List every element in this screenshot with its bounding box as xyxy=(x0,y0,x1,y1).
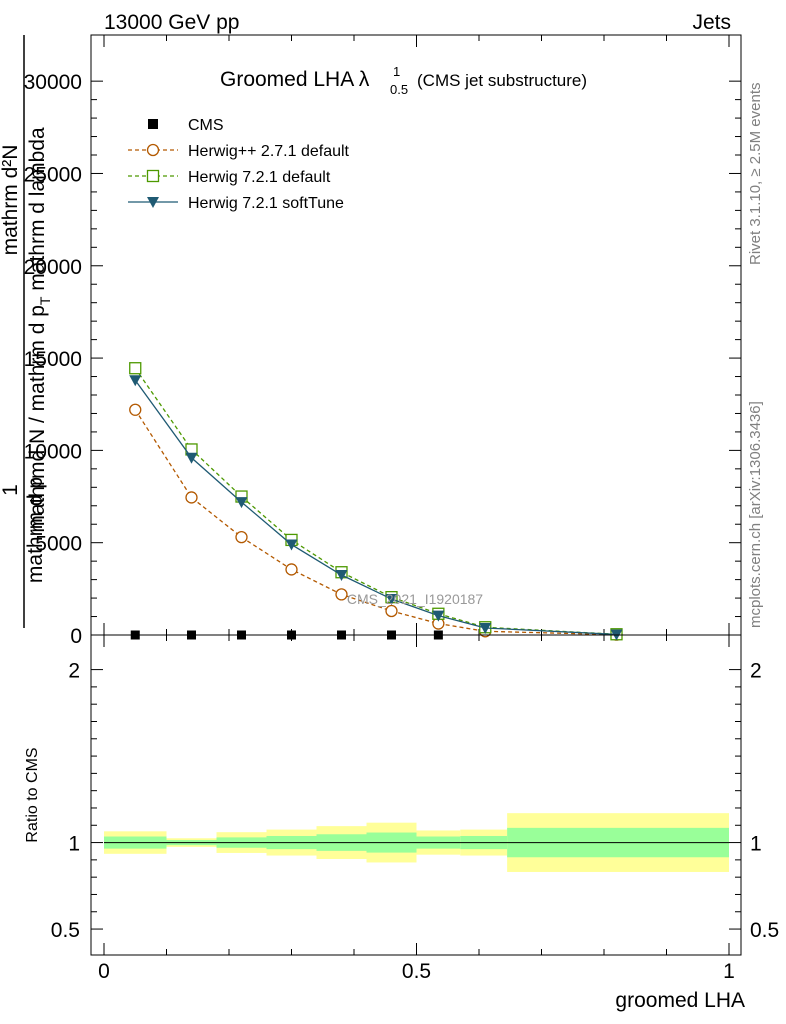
legend-cms-label: CMS xyxy=(188,117,224,134)
x-tick-label: 0 xyxy=(98,960,110,983)
data-point-herwig7-softtune xyxy=(185,452,198,464)
data-point-herwig7-softtune xyxy=(285,539,298,551)
main-y-tick-label: 20000 xyxy=(24,256,82,279)
data-point-herwig7-softtune xyxy=(235,497,248,509)
main-panel: 0 5000 10000 15000 20000 25000 30000 1 mathrm … xyxy=(0,34,742,648)
ratio-y-tick-label: 1 xyxy=(68,833,80,856)
legend-herwigpp-marker xyxy=(146,143,160,157)
legend: CMS Herwig++ 2.7.1 default Herwig 7.2.1 … xyxy=(128,117,350,212)
x-tick-label: 1 xyxy=(723,960,735,983)
main-y-tick-label: 0 xyxy=(70,625,82,648)
legend-entry-herwigpp: Herwig++ 2.7.1 default xyxy=(128,143,350,160)
chart-title-main: Groomed LHA xyxy=(220,68,354,91)
rivet-version-label: Rivet 3.1.10, ≥ 2.5M events xyxy=(747,83,764,266)
main-y-tick-label: 5000 xyxy=(35,533,82,556)
chart-title-suffix: (CMS jet substructure) xyxy=(417,71,587,90)
ratio-panel-frame xyxy=(90,634,742,956)
main-y-tick-label: 30000 xyxy=(24,71,82,94)
data-point-herwig7-softtune xyxy=(432,610,445,622)
data-point-herwig7-softtune xyxy=(129,375,142,387)
legend-herwig7-softtune-label: Herwig 7.2.1 softTune xyxy=(188,195,344,212)
x-axis-label: groomed LHA xyxy=(615,989,745,1012)
ylabel-denominator: mathrmd N / mathrm d pT mathrm d lambda xyxy=(26,127,53,533)
series-line-2 xyxy=(134,367,617,635)
ylabel-denominator-main: mathrmd N / mathrm d p xyxy=(26,305,49,533)
data-point-herwig7-softtune xyxy=(335,570,348,581)
chart-title-subscript: 0.5 xyxy=(390,82,408,97)
main-series-layer xyxy=(129,362,623,641)
header-energy-label: 13000 GeV pp xyxy=(104,11,239,34)
main-y-tick-label: 25000 xyxy=(24,163,82,186)
main-y-axis: 0 5000 10000 15000 20000 25000 30000 xyxy=(24,35,741,648)
data-point-herwigpp xyxy=(385,604,398,618)
ratio-y-axis-label: Ratio to CMS xyxy=(24,747,41,842)
data-point-herwigpp xyxy=(335,588,348,601)
legend-herwig7-softtune-marker xyxy=(147,197,159,208)
chart-title: Groomed LHA λ xyxy=(220,68,370,91)
data-point-herwig7-default xyxy=(129,362,142,375)
main-y-axis-label: 1 mathrm d²N mathrmd N / mathrm d pT mat… xyxy=(0,35,53,628)
chart-title-superscript: 1 xyxy=(393,64,400,79)
legend-herwig7-default-label: Herwig 7.2.1 default xyxy=(188,169,331,186)
legend-entry-herwig7-softtune: Herwig 7.2.1 softTune xyxy=(128,195,344,212)
data-point-herwigpp xyxy=(285,563,298,576)
ratio-y-tick-label: 0.5 xyxy=(51,919,80,942)
ratio-y-axis: 0.5 0.5 1 1 2 2 xyxy=(51,660,779,942)
legend-herwigpp-label: Herwig++ 2.7.1 default xyxy=(188,143,350,160)
ylabel-denominator-tail: mathrm d lambda xyxy=(26,127,49,297)
main-y-tick-label: 15000 xyxy=(24,348,82,371)
chart-title-symbol: λ xyxy=(359,68,370,91)
ylabel-one: 1 xyxy=(0,484,22,496)
data-point-herwig7-softtune xyxy=(385,594,398,605)
ratio-y-tick-label-right: 2 xyxy=(750,660,762,683)
data-point-herwig7-softtune xyxy=(479,622,492,634)
ylabel-upper-line-1: mathrm d p xyxy=(24,477,47,583)
legend-entry-cms: CMS xyxy=(148,117,224,134)
main-y-tick-label: 10000 xyxy=(24,440,82,463)
x-tick-label: 0.5 xyxy=(402,960,431,983)
ratio-y-tick-label: 2 xyxy=(68,660,80,683)
data-point-herwigpp xyxy=(129,403,142,416)
ratio-y-tick-label-right: 0.5 xyxy=(750,919,779,942)
ylabel-numerator: mathrm d²N xyxy=(0,145,22,256)
data-point-herwigpp xyxy=(185,491,198,504)
ratio-y-tick-label-right: 1 xyxy=(750,833,762,856)
legend-herwig7-default-marker xyxy=(146,169,160,183)
ylabel-denominator-sub: T xyxy=(37,296,53,305)
x-axis: 0 0.5 1 xyxy=(98,635,735,983)
mcplots-reference-label: mcplots.cern.ch [arXiv:1306.3436] xyxy=(747,401,764,628)
ratio-panel: 0.5 0.51 12 2 0 0.5 1 Ratio to CMS groomed LH… xyxy=(24,634,779,1012)
analysis-id-label: CMS_2021_I1920187 xyxy=(347,591,483,607)
data-point-herwigpp xyxy=(235,531,248,544)
header-jets-label: Jets xyxy=(692,11,731,34)
legend-entry-herwig7-default: Herwig 7.2.1 default xyxy=(128,169,331,186)
legend-cms-marker xyxy=(148,119,158,129)
